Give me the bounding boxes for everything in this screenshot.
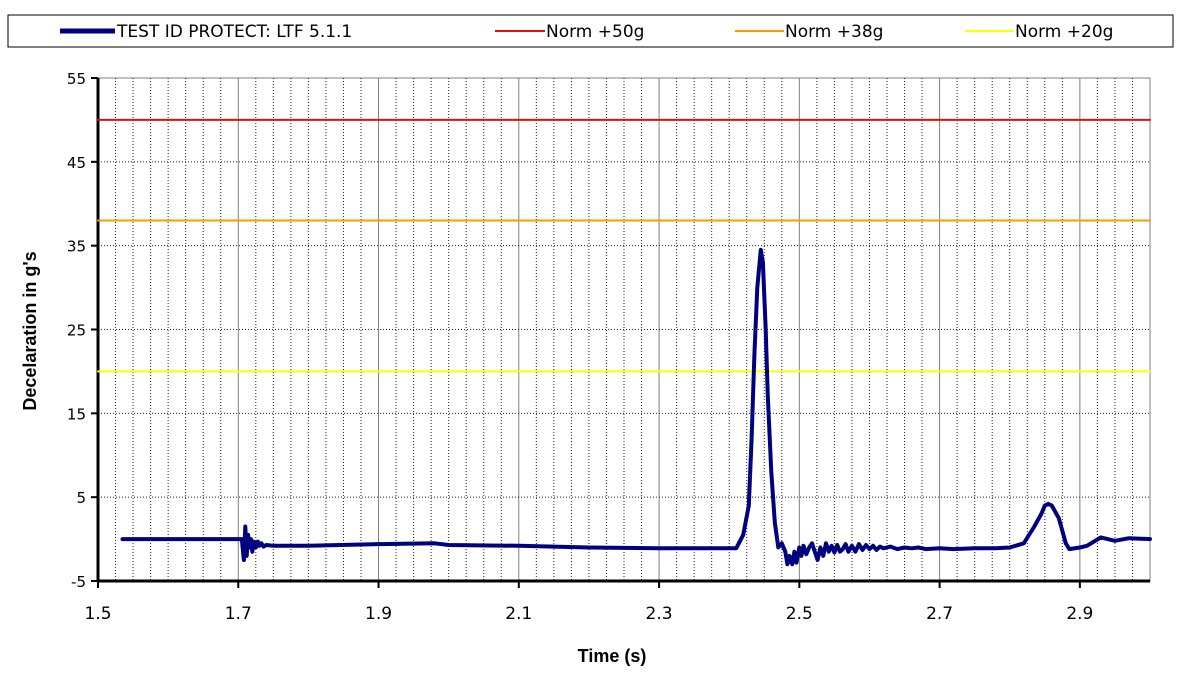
series-line-1 bbox=[120, 247, 1152, 567]
y-tick-label: 15 bbox=[67, 405, 86, 423]
y-tick-label: 25 bbox=[67, 322, 86, 340]
x-tick-label: 1.9 bbox=[365, 604, 392, 624]
x-tick-label: 2.1 bbox=[505, 604, 532, 624]
legend-label: Norm +38g bbox=[785, 22, 883, 42]
y-tick-label: 45 bbox=[67, 154, 86, 172]
legend: TEST ID PROTECT: LTF 5.1.1 Norm +50g Nor… bbox=[7, 14, 1174, 48]
legend-label: Norm +20g bbox=[1015, 22, 1113, 42]
plot-area: -5 5 15 25 35 45 55 1.5 1.7 1.9 2.1 2.3 2.5 2.7 2.9 bbox=[67, 70, 1152, 624]
x-tick-label: 1.5 bbox=[84, 604, 111, 624]
legend-label: TEST ID PROTECT: LTF 5.1.1 bbox=[116, 22, 352, 42]
y-tick-label: -5 bbox=[71, 573, 86, 591]
y-tick-label: 5 bbox=[76, 489, 86, 507]
y-tick-label: 35 bbox=[67, 238, 86, 256]
legend-item-series-1: TEST ID PROTECT: LTF 5.1.1 bbox=[60, 22, 352, 42]
legend-item-series-4: Norm +20g bbox=[965, 22, 1113, 42]
x-tick-label: 2.9 bbox=[1066, 604, 1093, 624]
legend-label: Norm +50g bbox=[546, 22, 644, 42]
y-axis-title: Decelaration in g's bbox=[20, 251, 40, 410]
x-tick-label: 1.7 bbox=[225, 604, 252, 624]
x-tick-label: 2.3 bbox=[646, 604, 673, 624]
legend-item-series-3: Norm +38g bbox=[735, 22, 883, 42]
y-tick-label: 55 bbox=[67, 70, 86, 88]
x-tick-label: 2.5 bbox=[786, 604, 813, 624]
x-tick-label: 2.7 bbox=[926, 604, 953, 624]
legend-item-series-2: Norm +50g bbox=[495, 22, 644, 42]
x-axis-title: Time (s) bbox=[578, 646, 647, 666]
